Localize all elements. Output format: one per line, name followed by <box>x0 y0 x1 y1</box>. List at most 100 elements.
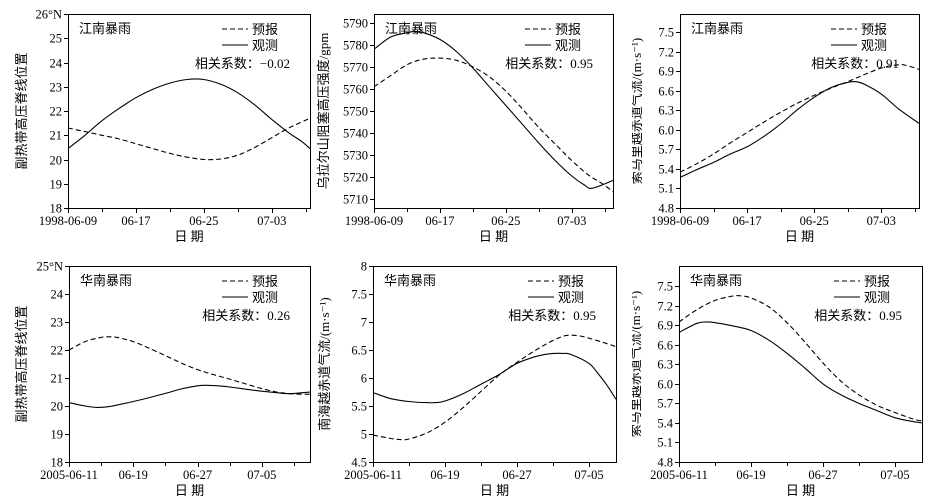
chart-svg-6: 7.5 7.2 6.9 6.6 6.3 6.0 5.7 5.4 5.1 4.82005-06-11… <box>632 266 923 498</box>
y-axis-label: 副热带高压脊线位置 <box>14 52 29 169</box>
chart-panel-2: 5790 5780 5770 5760 5750 5740 5730 5720 5710 1998… <box>316 0 632 252</box>
legend-forecast-label: 预报 <box>558 274 584 289</box>
x-tick-label: 06-19 <box>430 468 459 482</box>
y-tick-label: 5.1 <box>658 182 674 196</box>
y-tick-label: 23 <box>51 316 64 330</box>
x-tick-label: 06-19 <box>119 468 148 482</box>
y-tick-label: 5720 <box>343 171 368 185</box>
forecast-curve <box>68 336 311 395</box>
y-tick-label: 5.4 <box>657 417 673 431</box>
legend-forecast-label: 预报 <box>252 22 278 37</box>
y-tick-label: 21 <box>51 372 64 386</box>
y-tick-label: 5.7 <box>657 397 673 411</box>
x-tick-label: 2005-06-11 <box>650 468 708 482</box>
observed-curve <box>679 80 920 178</box>
legend-observed-label: 观测 <box>252 290 278 305</box>
x-tick-label: 06-27 <box>183 468 212 482</box>
y-tick-label: 6.6 <box>657 339 673 353</box>
y-tick-label: 19 <box>50 178 63 192</box>
y-tick-label: 5760 <box>343 83 368 97</box>
x-tick-label: 06-25 <box>189 214 218 228</box>
y-tick-label: 8 <box>361 260 367 274</box>
x-tick-label: 1998-06-09 <box>345 214 403 228</box>
y-tick-label: 5750 <box>343 105 368 119</box>
forecast-curve <box>67 117 311 161</box>
x-axis-label: 日 期 <box>479 229 508 244</box>
panel-title: 华南暴雨 <box>690 273 742 288</box>
y-tick-label: 5770 <box>343 61 368 75</box>
x-tick-label: 2005-06-11 <box>344 468 402 482</box>
plot-frame <box>679 266 923 463</box>
y-tick-label: 19 <box>51 428 64 442</box>
y-tick-label: 6 <box>361 372 367 386</box>
correlation-text: 相关系数：−0.02 <box>195 56 290 71</box>
panel-title: 江南暴雨 <box>691 21 743 36</box>
y-tick-label: 6.3 <box>657 358 673 372</box>
y-tick-label: 26°N <box>35 8 62 22</box>
y-tick-label: 24 <box>51 288 64 302</box>
y-tick-label: 5790 <box>343 17 368 31</box>
legend-observed-label: 观测 <box>864 290 890 305</box>
legend-forecast-label: 预报 <box>861 22 887 37</box>
y-tick-label: 22 <box>50 105 63 119</box>
y-tick-label: 5780 <box>343 39 368 53</box>
plot-frame <box>374 14 614 209</box>
forecast-curve <box>373 57 614 192</box>
chart-panel-5: 8 7.5 7 6.5 6 5.5 5 4.5 2005-06-11 06-19 06-27 07-0… <box>316 252 632 504</box>
legend-forecast-label: 预报 <box>864 274 890 289</box>
y-tick-label: 5.4 <box>658 163 674 177</box>
y-tick-label: 18 <box>51 456 64 470</box>
x-axis-label: 日 期 <box>785 229 814 244</box>
y-tick-label: 7.5 <box>658 26 674 40</box>
y-tick-label: 6.0 <box>658 124 674 138</box>
y-tick-label: 4.8 <box>658 202 674 216</box>
y-tick-label: 6.3 <box>658 104 674 118</box>
panel-title: 华南暴雨 <box>80 273 132 288</box>
y-tick-label: 7.2 <box>657 300 673 314</box>
panel-title: 江南暴雨 <box>79 21 131 36</box>
y-tick-label: 25 <box>50 32 63 46</box>
y-axis-label: 索马里越赤道气流/(m·s⁻¹) <box>632 38 644 185</box>
observed-curve <box>678 321 923 424</box>
y-tick-label: 24 <box>50 57 63 71</box>
x-tick-label: 07-05 <box>880 468 909 482</box>
y-tick-label: 4.5 <box>351 456 367 470</box>
observed-curve <box>372 352 617 404</box>
chart-panel-3: 7.5 7.2 6.9 6.6 6.3 6.0 5.7 5.4 5.1 4.8 1998-06-09… <box>632 0 948 252</box>
y-axis-label: 索马里越赤道气流/(m·s⁻¹) <box>632 291 643 438</box>
y-tick-label: 6.9 <box>657 319 673 333</box>
forecast-curve <box>372 334 617 441</box>
plot-frame <box>680 14 920 209</box>
x-axis-label: 日 期 <box>175 483 204 498</box>
y-tick-label: 23 <box>50 81 63 95</box>
x-tick-label: 06-17 <box>425 214 454 228</box>
y-tick-label: 20 <box>51 400 64 414</box>
y-tick-label: 7.2 <box>658 46 674 60</box>
y-tick-label: 22 <box>51 344 64 358</box>
x-tick-label: 06-27 <box>502 468 531 482</box>
y-axis-label: 南海越赤道气流/(m·s⁻¹) <box>317 297 332 431</box>
y-tick-label: 20 <box>50 154 63 168</box>
x-tick-label: 06-27 <box>808 468 837 482</box>
legend-observed-label: 观测 <box>252 38 278 53</box>
chart-panel-1: 26°N 25 24 23 22 21 20 19 18 1998-06-09 06-17 06-25… <box>0 0 316 252</box>
y-tick-label: 6.5 <box>351 344 367 358</box>
observed-curve <box>373 31 614 189</box>
correlation-text: 相关系数：0.95 <box>508 308 596 323</box>
y-tick-label: 5.5 <box>351 400 367 414</box>
forecast-curve <box>679 64 920 173</box>
x-tick-label: 07-03 <box>257 214 286 228</box>
y-tick-label: 6.0 <box>657 378 673 392</box>
x-tick-label: 06-25 <box>491 214 520 228</box>
y-tick-label: 5 <box>361 428 367 442</box>
correlation-text: 相关系数：0.95 <box>814 308 902 323</box>
y-tick-label: 6.9 <box>658 65 674 79</box>
x-axis-label: 日 期 <box>786 483 815 498</box>
panel-title: 华南暴雨 <box>384 273 436 288</box>
chart-panel-4: 25°N 24 23 22 21 20 19 18 2005-06-11 06-19 06-27 07… <box>0 252 316 504</box>
y-tick-label: 21 <box>50 129 63 143</box>
chart-svg-2: 5790 5780 5770 5760 5750 5740 5730 5720 5710 1998… <box>316 14 614 244</box>
